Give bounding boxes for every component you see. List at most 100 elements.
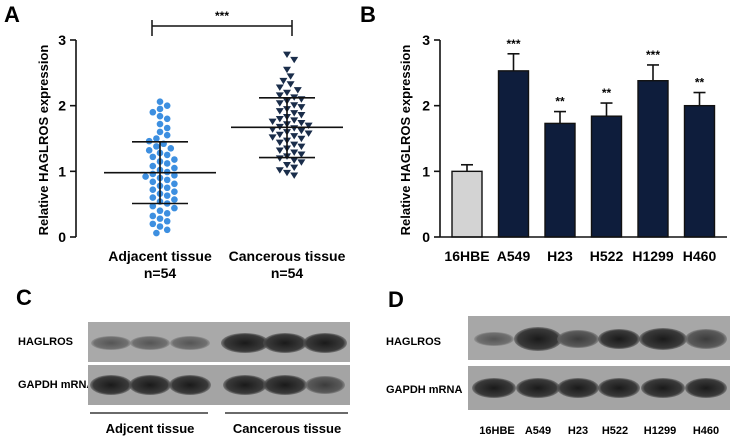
band: [263, 375, 307, 395]
band: [639, 328, 687, 350]
data-point: [171, 171, 178, 179]
data-point: [156, 223, 164, 230]
data-point: [290, 117, 299, 124]
panel-a-significance-stars: ***: [215, 9, 229, 23]
data-point: [149, 220, 157, 228]
data-point: [275, 100, 284, 107]
data-point: [275, 167, 284, 174]
data-point: [163, 226, 171, 234]
bar-H1299: [637, 80, 669, 238]
blot-d-lane-labels: 16HBE A549 H23 H522 H1299 H460: [479, 425, 719, 437]
data-point: [153, 143, 160, 150]
band: [598, 329, 640, 349]
data-point: [149, 170, 157, 178]
data-point: [163, 131, 171, 139]
blot-d-lane-label: H522: [602, 425, 628, 437]
data-point: [297, 135, 306, 143]
data-point: [163, 192, 171, 199]
blot-c-group-label-cancerous: Cancerous tissue: [233, 421, 341, 436]
data-point: [290, 102, 299, 109]
data-point: [275, 147, 284, 154]
data-point: [268, 118, 277, 126]
data-point: [156, 105, 164, 113]
data-point: [156, 128, 164, 136]
band: [474, 332, 514, 346]
significance-label: ***: [506, 37, 520, 51]
blot-d-row-label-haglros: HAGLROS: [386, 336, 441, 348]
x-tick-label: H522: [590, 248, 624, 264]
data-point: [145, 147, 153, 154]
data-point: [275, 139, 284, 147]
y-tick-label: 2: [58, 98, 66, 114]
y-tick-label: 1: [422, 163, 430, 179]
panel-b-y-axis-label: Relative HAGLROS expression: [398, 45, 413, 236]
blot-c-bands-gapdh: [90, 375, 345, 395]
blot-c-row-label-haglros: HAGLROS: [18, 336, 73, 348]
x-tick-label: H460: [683, 248, 717, 264]
panel-b-bars: 16HBE *** A549 ** H23 ** H522 *** H1299 ** H460: [440, 37, 727, 264]
bar-A549: [497, 70, 530, 238]
y-tick-label: 0: [58, 229, 66, 245]
blot-c-row-label-gapdh: GAPDH mRNA: [18, 379, 94, 391]
band: [598, 378, 640, 398]
panel-label-b: B: [360, 2, 376, 27]
data-point: [268, 134, 277, 141]
data-point: [149, 178, 157, 186]
data-point: [156, 120, 164, 128]
band: [223, 375, 267, 395]
band: [516, 378, 560, 398]
band: [90, 375, 132, 395]
data-point: [153, 135, 160, 142]
band: [514, 327, 562, 351]
data-point: [163, 115, 171, 123]
data-point: [163, 124, 171, 132]
panel-a-n-cancerous: n=54: [271, 265, 304, 281]
blot-d-lane-label: H23: [568, 425, 588, 437]
data-point: [290, 133, 299, 140]
x-tick-label: H23: [547, 248, 573, 264]
blot-d-lane-label: H1299: [644, 425, 676, 437]
band: [305, 376, 345, 394]
band: [557, 330, 599, 348]
data-point: [142, 173, 149, 180]
data-point: [283, 161, 291, 169]
blot-d-lane-label: 16HBE: [479, 425, 514, 437]
panel-a-mean-sd-lines: [104, 96, 343, 205]
y-tick-label: 1: [58, 163, 66, 179]
band: [221, 333, 269, 353]
blot-d-bands-gapdh: [472, 378, 727, 398]
data-point: [290, 56, 299, 64]
panel-c-western-blot: C HAGLROS GAPDH mRNA Adjcent tissue Canc…: [16, 285, 350, 436]
data-point: [286, 81, 295, 88]
panel-a-y-axis-label: Relative HAGLROS expression: [36, 45, 51, 236]
band: [641, 378, 685, 398]
data-point: [297, 127, 306, 135]
data-point: [163, 184, 171, 192]
blot-c-group-label-adjacent: Adjcent tissue: [106, 421, 195, 436]
data-point: [149, 202, 157, 210]
significance-label: **: [602, 86, 612, 100]
panel-a-n-adjacent: n=54: [144, 265, 177, 281]
band: [91, 336, 131, 350]
data-point: [304, 130, 313, 137]
band: [263, 333, 307, 353]
y-tick-label: 2: [422, 98, 430, 114]
data-point: [171, 156, 178, 163]
data-point: [156, 207, 164, 215]
data-point: [283, 51, 291, 59]
data-point: [149, 153, 157, 161]
band: [472, 378, 516, 398]
data-point: [290, 164, 299, 171]
data-point: [297, 104, 306, 111]
bar-H460: [683, 104, 716, 238]
blot-d-lane-label: H460: [693, 425, 719, 437]
data-point: [275, 92, 284, 99]
bar-16HBE: [451, 170, 483, 238]
blot-d-row-label-gapdh: GAPDH mRNA: [386, 384, 462, 396]
blot-d-lane-label: A549: [525, 425, 551, 437]
data-point: [171, 188, 178, 195]
data-point: [290, 157, 299, 164]
data-point: [163, 102, 171, 109]
panel-a-category-cancerous: Cancerous tissue: [229, 248, 346, 264]
data-point: [167, 145, 175, 152]
